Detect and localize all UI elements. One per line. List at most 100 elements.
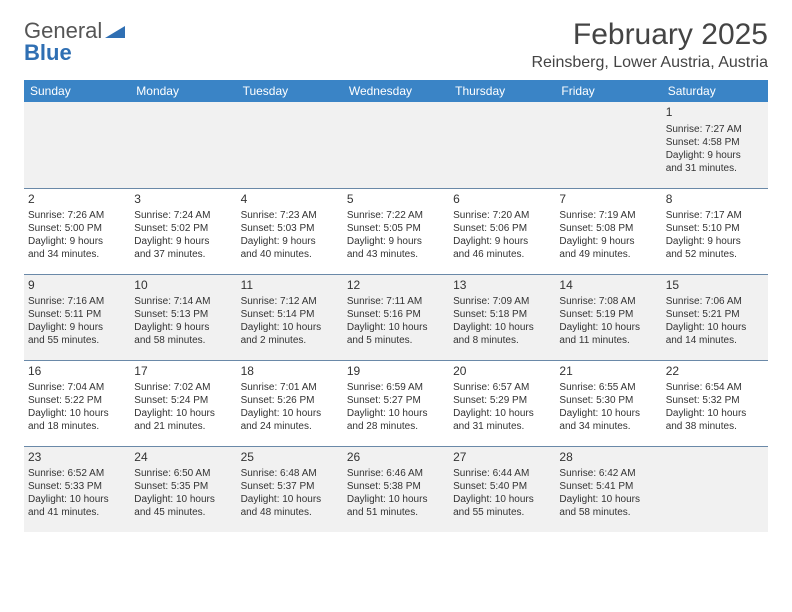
cell-sunset: Sunset: 5:03 PM [241, 222, 339, 235]
day-number: 28 [559, 450, 657, 466]
cell-sunset: Sunset: 5:21 PM [666, 308, 764, 321]
calendar-table: SundayMondayTuesdayWednesdayThursdayFrid… [24, 80, 768, 532]
cell-daylight1: Daylight: 9 hours [453, 235, 551, 248]
calendar-day-cell: 27Sunrise: 6:44 AMSunset: 5:40 PMDayligh… [449, 446, 555, 532]
title-block: February 2025 Reinsberg, Lower Austria, … [531, 18, 768, 72]
day-number: 9 [28, 278, 126, 294]
logo-text-blue: Blue [24, 40, 72, 66]
cell-daylight2: and 58 minutes. [559, 506, 657, 519]
day-number: 17 [134, 364, 232, 380]
cell-daylight2: and 37 minutes. [134, 248, 232, 261]
cell-daylight2: and 34 minutes. [28, 248, 126, 261]
calendar-week-row: 9Sunrise: 7:16 AMSunset: 5:11 PMDaylight… [24, 274, 768, 360]
cell-sunrise: Sunrise: 7:22 AM [347, 209, 445, 222]
day-number: 21 [559, 364, 657, 380]
cell-sunset: Sunset: 5:27 PM [347, 394, 445, 407]
header: General February 2025 Reinsberg, Lower A… [24, 18, 768, 72]
cell-sunset: Sunset: 5:02 PM [134, 222, 232, 235]
day-number: 3 [134, 192, 232, 208]
cell-daylight1: Daylight: 10 hours [347, 321, 445, 334]
weekday-header: Saturday [662, 80, 768, 102]
calendar-day-cell: 11Sunrise: 7:12 AMSunset: 5:14 PMDayligh… [237, 274, 343, 360]
cell-daylight1: Daylight: 10 hours [241, 321, 339, 334]
calendar-day-cell: 26Sunrise: 6:46 AMSunset: 5:38 PMDayligh… [343, 446, 449, 532]
page-title: February 2025 [531, 18, 768, 52]
cell-sunset: Sunset: 5:08 PM [559, 222, 657, 235]
cell-daylight2: and 49 minutes. [559, 248, 657, 261]
cell-daylight1: Daylight: 10 hours [453, 407, 551, 420]
cell-sunrise: Sunrise: 6:42 AM [559, 467, 657, 480]
cell-daylight1: Daylight: 10 hours [453, 493, 551, 506]
cell-daylight2: and 28 minutes. [347, 420, 445, 433]
cell-sunrise: Sunrise: 7:17 AM [666, 209, 764, 222]
day-number: 8 [666, 192, 764, 208]
cell-sunrise: Sunrise: 6:44 AM [453, 467, 551, 480]
cell-daylight1: Daylight: 9 hours [134, 235, 232, 248]
cell-sunset: Sunset: 5:10 PM [666, 222, 764, 235]
cell-daylight1: Daylight: 10 hours [347, 407, 445, 420]
cell-sunset: Sunset: 4:58 PM [666, 136, 764, 149]
day-number: 16 [28, 364, 126, 380]
weekday-header: Tuesday [237, 80, 343, 102]
cell-daylight1: Daylight: 10 hours [28, 407, 126, 420]
day-number: 20 [453, 364, 551, 380]
cell-daylight2: and 2 minutes. [241, 334, 339, 347]
cell-daylight1: Daylight: 10 hours [666, 407, 764, 420]
cell-daylight2: and 21 minutes. [134, 420, 232, 433]
calendar-day-cell: 18Sunrise: 7:01 AMSunset: 5:26 PMDayligh… [237, 360, 343, 446]
calendar-header-row: SundayMondayTuesdayWednesdayThursdayFrid… [24, 80, 768, 102]
cell-sunset: Sunset: 5:32 PM [666, 394, 764, 407]
cell-sunrise: Sunrise: 6:46 AM [347, 467, 445, 480]
cell-sunrise: Sunrise: 6:52 AM [28, 467, 126, 480]
cell-sunset: Sunset: 5:22 PM [28, 394, 126, 407]
calendar-day-cell [237, 102, 343, 188]
calendar-body: 1Sunrise: 7:27 AMSunset: 4:58 PMDaylight… [24, 102, 768, 532]
cell-daylight1: Daylight: 10 hours [28, 493, 126, 506]
cell-daylight2: and 11 minutes. [559, 334, 657, 347]
day-number: 4 [241, 192, 339, 208]
cell-daylight1: Daylight: 10 hours [241, 493, 339, 506]
cell-sunset: Sunset: 5:18 PM [453, 308, 551, 321]
cell-sunrise: Sunrise: 6:54 AM [666, 381, 764, 394]
cell-sunrise: Sunrise: 7:02 AM [134, 381, 232, 394]
cell-sunset: Sunset: 5:29 PM [453, 394, 551, 407]
day-number: 13 [453, 278, 551, 294]
cell-daylight1: Daylight: 10 hours [134, 407, 232, 420]
cell-sunrise: Sunrise: 7:23 AM [241, 209, 339, 222]
cell-sunset: Sunset: 5:38 PM [347, 480, 445, 493]
day-number: 22 [666, 364, 764, 380]
day-number: 15 [666, 278, 764, 294]
day-number: 1 [666, 105, 764, 121]
calendar-day-cell [449, 102, 555, 188]
calendar-week-row: 2Sunrise: 7:26 AMSunset: 5:00 PMDaylight… [24, 188, 768, 274]
calendar-day-cell: 9Sunrise: 7:16 AMSunset: 5:11 PMDaylight… [24, 274, 130, 360]
calendar-day-cell: 25Sunrise: 6:48 AMSunset: 5:37 PMDayligh… [237, 446, 343, 532]
cell-daylight1: Daylight: 10 hours [559, 407, 657, 420]
cell-daylight1: Daylight: 9 hours [241, 235, 339, 248]
cell-daylight1: Daylight: 10 hours [134, 493, 232, 506]
day-number: 26 [347, 450, 445, 466]
day-number: 23 [28, 450, 126, 466]
calendar-day-cell [130, 102, 236, 188]
day-number: 12 [347, 278, 445, 294]
day-number: 18 [241, 364, 339, 380]
calendar-day-cell: 4Sunrise: 7:23 AMSunset: 5:03 PMDaylight… [237, 188, 343, 274]
calendar-day-cell [24, 102, 130, 188]
calendar-day-cell: 15Sunrise: 7:06 AMSunset: 5:21 PMDayligh… [662, 274, 768, 360]
cell-daylight2: and 43 minutes. [347, 248, 445, 261]
cell-sunrise: Sunrise: 7:14 AM [134, 295, 232, 308]
cell-sunrise: Sunrise: 7:12 AM [241, 295, 339, 308]
cell-sunset: Sunset: 5:19 PM [559, 308, 657, 321]
calendar-day-cell: 17Sunrise: 7:02 AMSunset: 5:24 PMDayligh… [130, 360, 236, 446]
cell-daylight1: Daylight: 10 hours [347, 493, 445, 506]
calendar-day-cell: 28Sunrise: 6:42 AMSunset: 5:41 PMDayligh… [555, 446, 661, 532]
day-number: 19 [347, 364, 445, 380]
calendar-day-cell: 1Sunrise: 7:27 AMSunset: 4:58 PMDaylight… [662, 102, 768, 188]
calendar-day-cell: 2Sunrise: 7:26 AMSunset: 5:00 PMDaylight… [24, 188, 130, 274]
calendar-day-cell [662, 446, 768, 532]
day-number: 24 [134, 450, 232, 466]
cell-daylight2: and 8 minutes. [453, 334, 551, 347]
calendar-day-cell: 19Sunrise: 6:59 AMSunset: 5:27 PMDayligh… [343, 360, 449, 446]
calendar-day-cell: 14Sunrise: 7:08 AMSunset: 5:19 PMDayligh… [555, 274, 661, 360]
cell-sunset: Sunset: 5:30 PM [559, 394, 657, 407]
